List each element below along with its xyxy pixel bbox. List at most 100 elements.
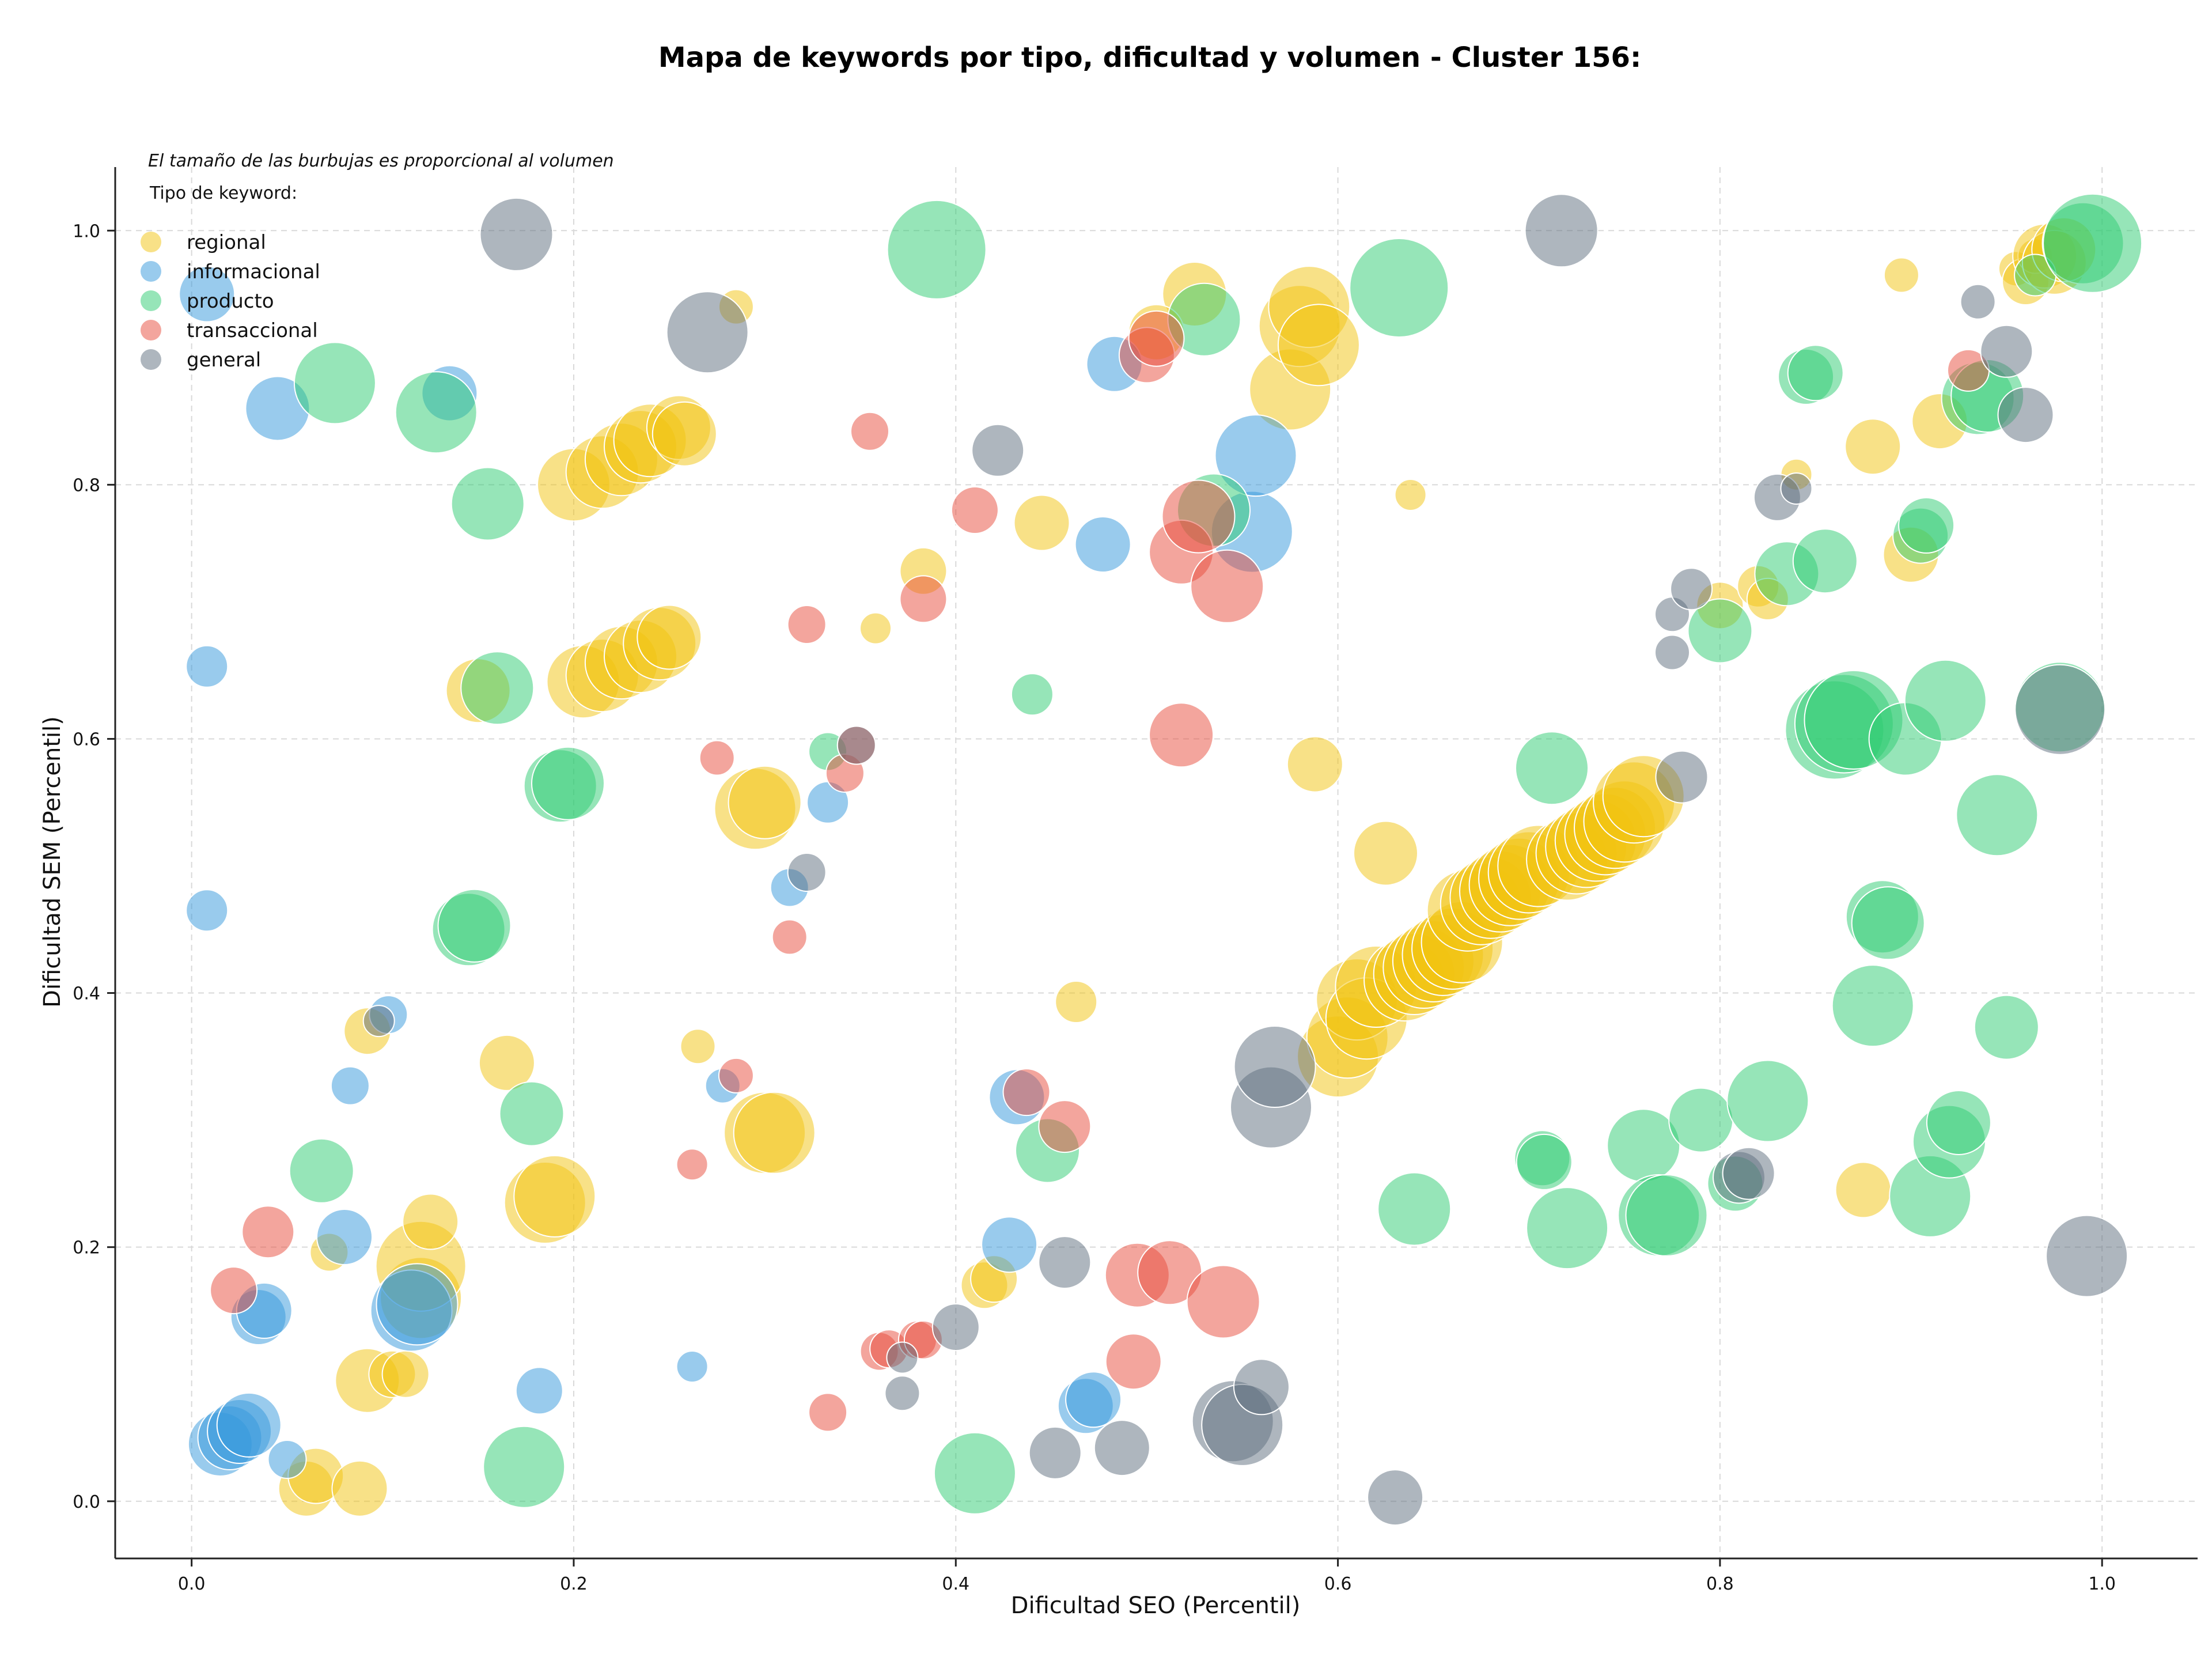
bubble-general <box>886 1341 919 1374</box>
series-regional <box>278 217 2097 1517</box>
bubble-producto <box>1515 731 1589 805</box>
bubble-producto <box>1851 886 1925 960</box>
bubble-transaccional <box>1002 1068 1051 1117</box>
bubble-regional <box>1013 494 1070 551</box>
bubble-general <box>884 1375 921 1412</box>
size-note: El tamaño de las burbujas es proporciona… <box>148 151 614 171</box>
bubble-regional <box>1844 418 1902 475</box>
bubble-transaccional <box>1149 702 1214 768</box>
bubble-regional <box>1394 479 1427 511</box>
bubble-informacional <box>330 1066 370 1106</box>
bubble-producto <box>1926 1090 1991 1155</box>
bubble-general <box>787 853 827 892</box>
bubble-producto <box>1526 1187 1609 1270</box>
y-tick-label: 0.0 <box>73 1492 100 1512</box>
bubble-informacional <box>676 1350 709 1383</box>
bubble-general <box>479 197 554 271</box>
bubble-regional <box>1055 981 1098 1023</box>
bubble-regional <box>1277 304 1360 387</box>
bubble-transaccional <box>1161 479 1236 554</box>
x-tick-label: 0.8 <box>1706 1574 1734 1594</box>
x-tick-label: 0.6 <box>1324 1574 1352 1594</box>
bubble-regional <box>1835 1161 1892 1219</box>
bubble-general <box>1670 567 1713 611</box>
bubble-transaccional <box>699 740 735 776</box>
y-tick-label: 0.8 <box>73 475 100 495</box>
bubble-informacional <box>981 1216 1038 1273</box>
bubble-general <box>1655 750 1709 804</box>
bubble-producto <box>1726 1060 1809 1142</box>
bubble-general <box>1654 634 1690 671</box>
bubble-producto <box>395 371 478 454</box>
bubble-producto <box>531 746 605 820</box>
legend-marker-general <box>141 349 161 370</box>
bubble-transaccional <box>718 1057 754 1094</box>
series-informacional <box>179 266 1297 1479</box>
x-tick-label: 0.2 <box>560 1574 588 1594</box>
bubble-producto <box>1831 964 1914 1047</box>
legend-marker-regional <box>141 232 161 252</box>
bubble-transaccional <box>787 605 827 644</box>
legend-title: Tipo de keyword: <box>149 183 297 203</box>
bubble-general <box>362 1005 395 1038</box>
bubble-transaccional <box>808 1393 848 1432</box>
bubble-producto <box>1377 1172 1452 1246</box>
bubble-producto <box>293 342 376 425</box>
bubble-producto <box>1668 1087 1734 1153</box>
bubble-transaccional <box>771 919 808 955</box>
legend-items: regional informacional producto transaccion… <box>141 231 320 372</box>
bubble-producto <box>289 1138 354 1204</box>
bubble-regional <box>1883 257 1919 293</box>
bubble-transaccional <box>210 1266 258 1315</box>
bubble-producto <box>1010 673 1054 716</box>
legend-label-transaccional: transaccional <box>187 319 318 342</box>
bubble-informacional <box>1065 1371 1122 1428</box>
bubble-transaccional <box>899 575 948 623</box>
bubble-producto <box>1974 994 2039 1060</box>
bubble-transaccional <box>950 486 999 534</box>
chart-title: Mapa de keywords por tipo, dificultad y … <box>658 41 1641 74</box>
bubble-producto <box>1956 774 2039 857</box>
bubble-regional <box>733 1091 816 1174</box>
bubble-producto <box>1349 238 1449 338</box>
bubble-regional <box>402 1193 459 1250</box>
bubble-informacional <box>185 645 229 688</box>
bubble-general <box>1780 472 1813 505</box>
y-axis-label: Dificultad SEM (Percentil) <box>39 716 66 1008</box>
bubble-general <box>836 725 876 765</box>
y-tick-label: 0.6 <box>73 729 100 750</box>
legend-label-general: general <box>187 349 261 372</box>
bubble-regional <box>381 1350 430 1398</box>
legend-marker-informacional <box>141 261 161 282</box>
bubble-general <box>1028 1426 1082 1480</box>
bubble-informacional <box>376 1263 459 1346</box>
bubble-informacional <box>515 1367 563 1415</box>
bubble-general <box>1233 1359 1290 1416</box>
bubble-regional <box>728 765 802 839</box>
bubble-producto <box>437 888 512 963</box>
bubble-producto <box>1516 1133 1573 1190</box>
bubble-transaccional <box>1190 549 1264 623</box>
bubble-general <box>1722 1147 1775 1200</box>
bubble-producto <box>2043 193 2143 293</box>
bubble-producto <box>460 651 535 725</box>
bubble-transaccional <box>1186 1265 1260 1339</box>
bubble-general <box>2014 664 2106 755</box>
bubble-general <box>1524 194 1599 268</box>
bubble-transaccional <box>1128 310 1185 367</box>
series-general <box>362 194 2128 1526</box>
bubble-producto <box>1787 345 1844 402</box>
bubble-informacional <box>267 1440 307 1479</box>
legend-marker-transaccional <box>141 320 161 340</box>
bubble-general <box>1997 387 2054 444</box>
bubble-producto <box>483 1425 566 1508</box>
bubble-producto <box>1792 528 1858 594</box>
bubble-transaccional <box>850 411 889 451</box>
y-tick-label: 0.4 <box>73 984 100 1004</box>
legend-marker-producto <box>141 290 161 311</box>
bubble-producto <box>1904 659 1987 742</box>
bubble-producto <box>1625 1174 1708 1257</box>
x-tick-label: 1.0 <box>2088 1574 2116 1594</box>
